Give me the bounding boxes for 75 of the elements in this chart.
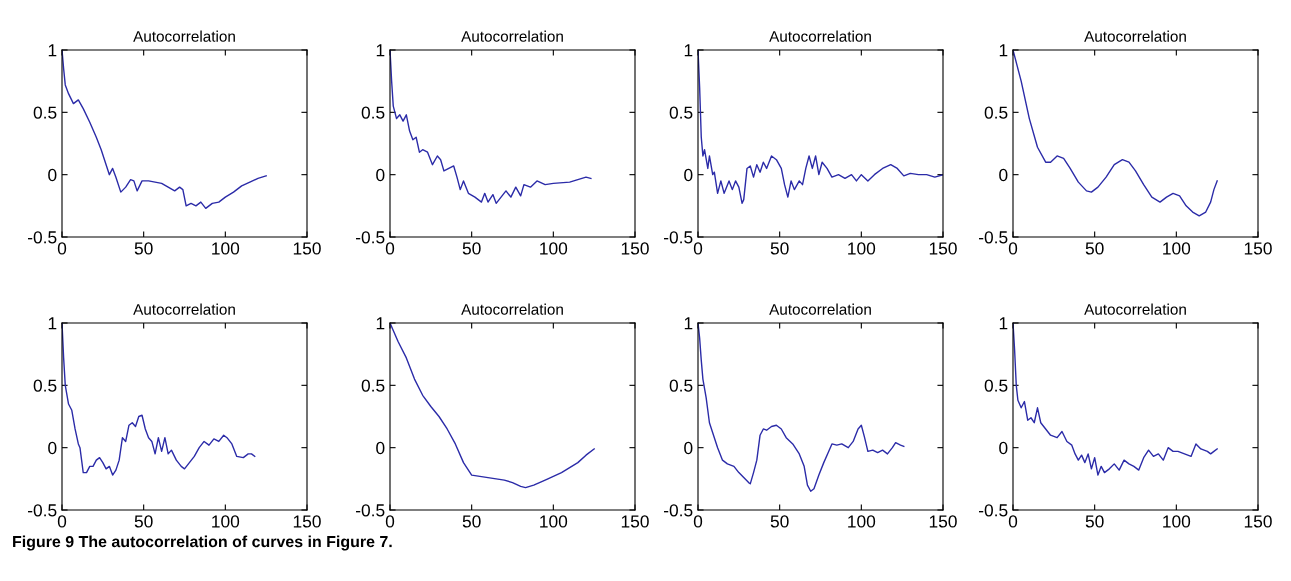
x-tick-label: 100 bbox=[848, 515, 876, 528]
x-tick-label: 0 bbox=[1008, 515, 1018, 528]
y-tick-label: 1 bbox=[376, 317, 385, 330]
x-tick-label: 150 bbox=[621, 515, 649, 528]
y-tick-label: 0.5 bbox=[361, 106, 385, 119]
y-tick-label: -0.5 bbox=[979, 231, 1008, 244]
chart-title: Autocorrelation bbox=[769, 30, 871, 42]
y-tick-label: 1 bbox=[999, 317, 1008, 330]
x-tick-label: 50 bbox=[462, 515, 481, 528]
y-tick-label: 1 bbox=[48, 317, 57, 330]
chart-title: Autocorrelation bbox=[1084, 303, 1186, 315]
y-tick-label: 0.5 bbox=[984, 106, 1008, 119]
x-tick-label: 0 bbox=[57, 242, 67, 255]
x-tick-label: 150 bbox=[929, 242, 957, 255]
x-tick-label: 150 bbox=[621, 242, 649, 255]
line-series bbox=[390, 323, 595, 489]
y-tick-label: 1 bbox=[376, 44, 385, 57]
chart-title: Autocorrelation bbox=[133, 303, 235, 315]
x-tick-label: 100 bbox=[1163, 242, 1191, 255]
line-series bbox=[1013, 50, 1218, 217]
x-tick-label: 150 bbox=[929, 515, 957, 528]
y-tick-label: 0.5 bbox=[984, 379, 1008, 392]
x-tick-label: 100 bbox=[540, 515, 568, 528]
chart-title: Autocorrelation bbox=[133, 30, 235, 42]
x-tick-label: 0 bbox=[1008, 242, 1018, 255]
y-tick-label: 1 bbox=[48, 44, 57, 57]
y-tick-label: 0 bbox=[684, 168, 693, 182]
chart-title: Autocorrelation bbox=[1084, 30, 1186, 42]
x-tick-label: 100 bbox=[212, 242, 240, 255]
chart-title: Autocorrelation bbox=[769, 303, 871, 315]
chart-title: Autocorrelation bbox=[461, 30, 563, 42]
x-tick-label: 50 bbox=[462, 242, 481, 255]
x-tick-label: 0 bbox=[385, 515, 395, 528]
x-tick-label: 100 bbox=[540, 242, 568, 255]
x-tick-label: 0 bbox=[693, 515, 703, 528]
chart-title: Autocorrelation bbox=[461, 303, 563, 315]
caption: Figure 9 The autocorrelation of curves in Figure 7. bbox=[13, 535, 392, 551]
y-tick-label: -0.5 bbox=[979, 504, 1008, 517]
y-tick-label: 0 bbox=[376, 168, 385, 182]
y-tick-label: 0.5 bbox=[33, 379, 57, 392]
y-tick-label: 0 bbox=[376, 441, 385, 455]
y-tick-label: -0.5 bbox=[28, 231, 57, 244]
x-tick-label: 100 bbox=[212, 515, 240, 528]
y-tick-label: 1 bbox=[684, 44, 693, 57]
x-tick-label: 50 bbox=[770, 515, 789, 528]
y-tick-label: 0 bbox=[48, 168, 57, 182]
x-tick-label: 0 bbox=[385, 242, 395, 255]
y-tick-label: -0.5 bbox=[28, 504, 57, 517]
y-tick-label: 1 bbox=[684, 317, 693, 330]
x-tick-label: 0 bbox=[57, 515, 67, 528]
y-tick-label: 0.5 bbox=[669, 106, 693, 119]
x-tick-label: 150 bbox=[293, 515, 321, 528]
y-tick-label: -0.5 bbox=[664, 231, 693, 244]
x-tick-label: 150 bbox=[293, 242, 321, 255]
y-tick-label: -0.5 bbox=[356, 504, 385, 517]
y-tick-label: 0.5 bbox=[33, 106, 57, 119]
x-tick-label: 0 bbox=[693, 242, 703, 255]
x-tick-label: 50 bbox=[134, 515, 153, 528]
x-tick-label: 150 bbox=[1244, 515, 1272, 528]
y-tick-label: 0.5 bbox=[361, 379, 385, 392]
y-tick-label: 0 bbox=[999, 441, 1008, 455]
x-tick-label: 50 bbox=[770, 242, 789, 255]
x-tick-label: 150 bbox=[1244, 242, 1272, 255]
y-tick-label: -0.5 bbox=[356, 231, 385, 244]
y-tick-label: 0 bbox=[48, 441, 57, 455]
x-tick-label: 100 bbox=[1163, 515, 1191, 528]
x-tick-label: 50 bbox=[134, 242, 153, 255]
x-tick-label: 100 bbox=[848, 242, 876, 255]
y-tick-label: 0.5 bbox=[669, 379, 693, 392]
x-tick-label: 50 bbox=[1085, 515, 1104, 528]
y-tick-label: 1 bbox=[999, 44, 1008, 57]
y-tick-label: -0.5 bbox=[664, 504, 693, 517]
x-tick-label: 50 bbox=[1085, 242, 1104, 255]
y-tick-label: 0 bbox=[999, 168, 1008, 182]
y-tick-label: 0 bbox=[684, 441, 693, 455]
